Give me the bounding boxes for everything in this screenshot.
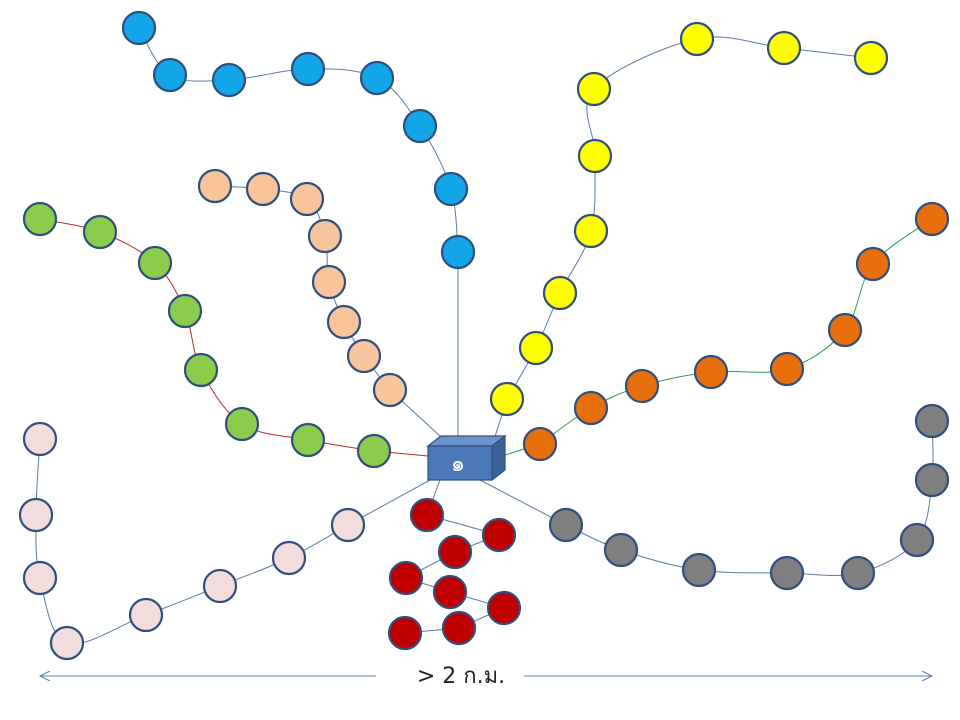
orange-node-6	[827, 312, 863, 348]
orange-node-5	[769, 351, 805, 387]
green-node-5	[183, 352, 219, 388]
green-node-7	[290, 422, 326, 458]
hub-front-face	[427, 445, 493, 481]
green-node-3	[137, 245, 173, 281]
pink-node-4	[49, 625, 85, 661]
blue-node-3	[211, 62, 247, 98]
pink-node-1	[22, 421, 58, 457]
chain-nodes	[18, 10, 950, 661]
yellow-node-9	[853, 40, 889, 76]
orange-node-3	[624, 368, 660, 404]
yellow-node-1	[489, 381, 525, 417]
blue-node-7	[433, 171, 469, 207]
yellow-chain-line	[506, 36, 872, 400]
green-node-8	[356, 433, 392, 469]
peach-node-8	[372, 372, 408, 408]
red-node-6	[486, 590, 522, 626]
red-node-8	[387, 615, 423, 651]
red-node-5	[432, 574, 468, 610]
red-node-1	[409, 497, 445, 533]
gray-node-5	[840, 555, 876, 591]
green-node-2	[82, 214, 118, 250]
gray-node-7	[914, 462, 950, 498]
gray-node-3	[681, 552, 717, 588]
yellow-node-5	[577, 138, 613, 174]
scale-label: > 2 ก.ม.	[417, 664, 505, 689]
blue-node-6	[402, 108, 438, 144]
peach-node-4	[307, 218, 343, 254]
pink-node-5	[128, 597, 164, 633]
peach-node-6	[326, 304, 362, 340]
yellow-node-8	[766, 30, 802, 66]
gray-node-4	[769, 555, 805, 591]
orange-node-1	[522, 426, 558, 462]
pink-node-3	[22, 560, 58, 596]
pink-node-8	[330, 507, 366, 543]
green-node-4	[167, 293, 203, 329]
peach-node-3	[289, 181, 325, 217]
red-node-4	[388, 560, 424, 596]
red-node-7	[441, 610, 477, 646]
peach-node-2	[245, 171, 281, 207]
gray-node-2	[603, 532, 639, 568]
peach-node-7	[346, 338, 382, 374]
pink-node-6	[202, 568, 238, 604]
orange-node-8	[914, 201, 950, 237]
peach-node-1	[197, 168, 233, 204]
orange-node-7	[855, 246, 891, 282]
yellow-node-7	[679, 21, 715, 57]
orange-node-2	[573, 390, 609, 426]
blue-node-8	[440, 234, 476, 270]
yellow-node-6	[576, 71, 612, 107]
pink-chain-line	[35, 438, 349, 645]
gray-node-8	[914, 403, 950, 439]
orange-node-4	[693, 354, 729, 390]
green-node-1	[22, 201, 58, 237]
hub-label: ๑	[451, 452, 465, 477]
green-chain-line	[39, 218, 375, 452]
chain-links	[35, 27, 934, 645]
distance-scale: > 2 ก.ม.	[40, 664, 932, 689]
peach-node-5	[311, 264, 347, 300]
hub-box: ๑	[426, 434, 507, 482]
yellow-node-4	[573, 213, 609, 249]
blue-node-5	[359, 60, 395, 96]
gray-node-6	[899, 522, 935, 558]
pink-node-7	[271, 540, 307, 576]
blue-node-4	[290, 51, 326, 87]
blue-node-1	[121, 10, 157, 46]
green-node-6	[224, 406, 260, 442]
gray-node-1	[548, 507, 584, 543]
blue-node-2	[152, 57, 188, 93]
red-node-3	[437, 534, 473, 570]
pink-node-2	[18, 497, 54, 533]
red-node-2	[481, 517, 517, 553]
yellow-node-3	[542, 275, 578, 311]
yellow-node-2	[518, 330, 554, 366]
